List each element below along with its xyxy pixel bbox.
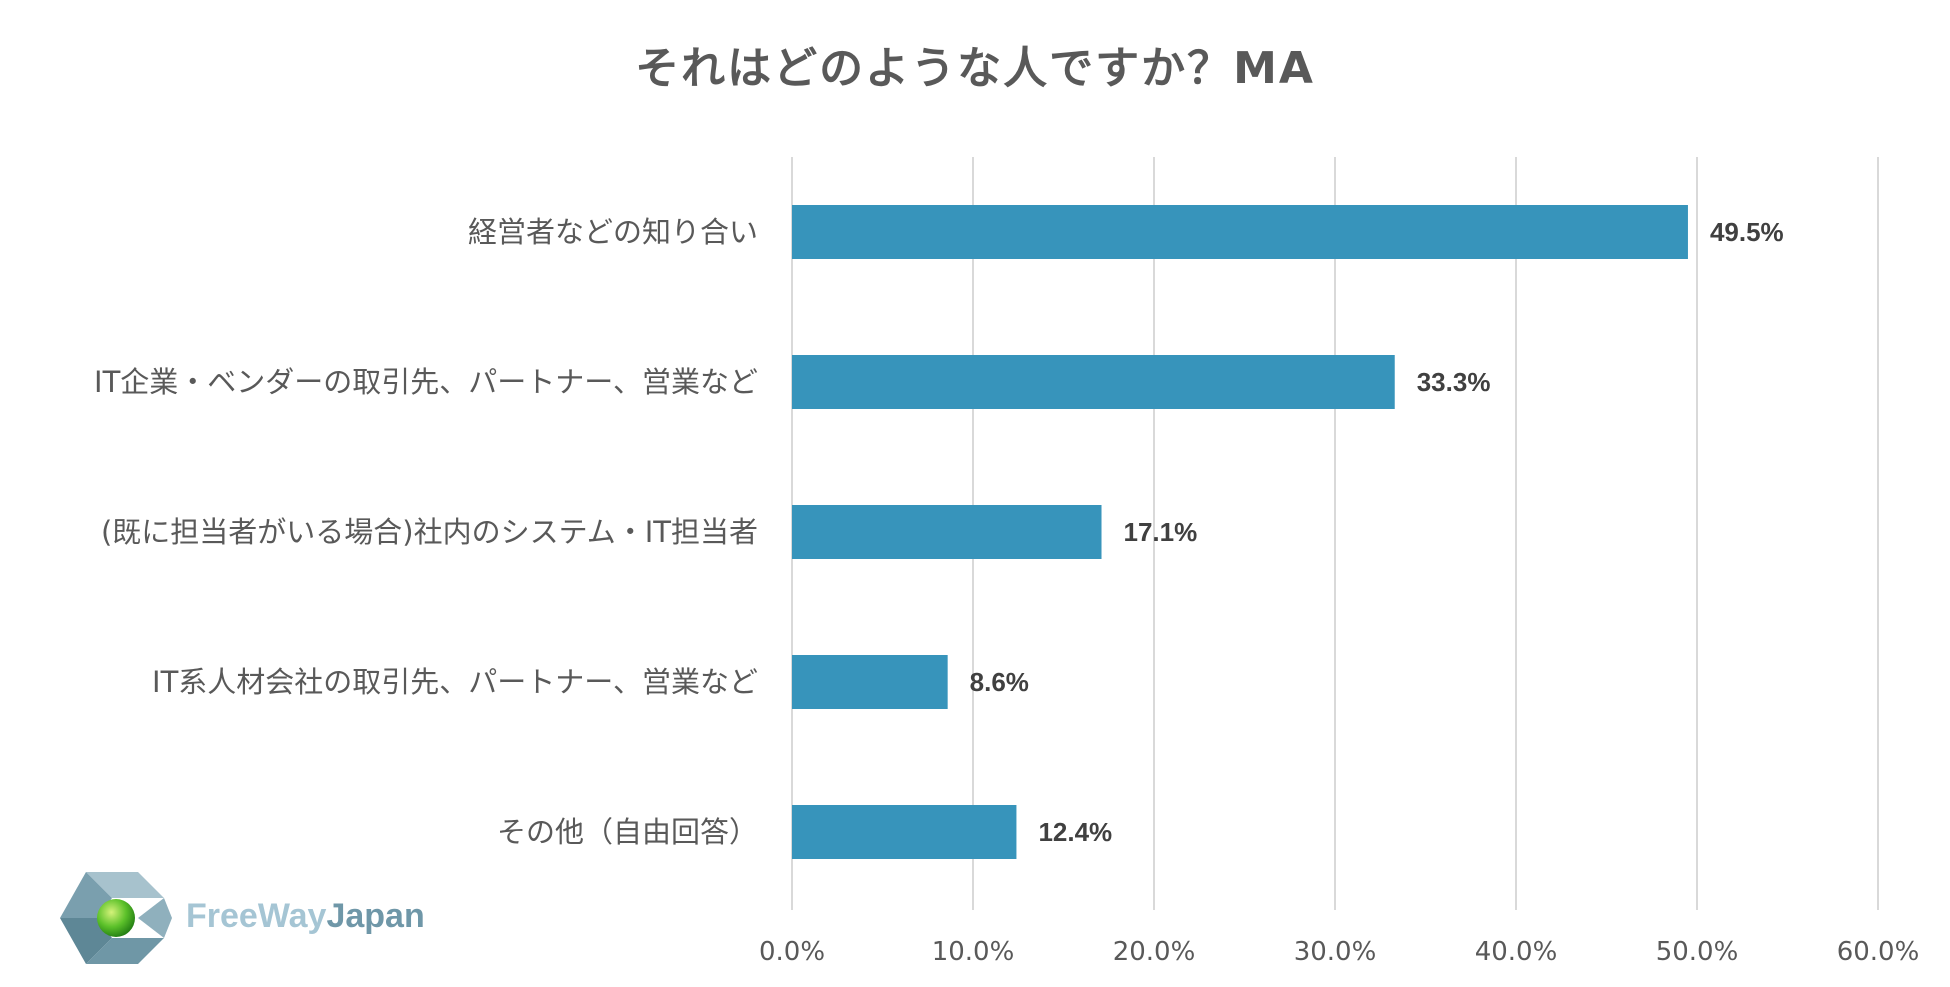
bar <box>792 655 948 709</box>
x-tick-label: 60.0% <box>1837 937 1920 967</box>
category-label: その他（自由回答） <box>497 815 758 849</box>
category-label: 経営者などの知り合い <box>468 215 758 249</box>
x-tick-label: 10.0% <box>932 937 1015 967</box>
bar <box>792 805 1017 859</box>
x-tick-label: 0.0% <box>759 937 825 967</box>
chart-title: それはどのような人ですか？MA <box>635 43 1315 94</box>
x-tick-label: 50.0% <box>1656 937 1739 967</box>
category-label: IT企業・ベンダーの取引先、パートナー、営業など <box>94 365 758 399</box>
data-label: 49.5% <box>1710 217 1784 247</box>
data-label: 33.3% <box>1417 367 1491 397</box>
x-tick-label: 40.0% <box>1475 937 1558 967</box>
logo-text-japan: Japan <box>326 897 425 935</box>
logo-text: FreeWayJapan <box>186 897 425 936</box>
bar <box>792 205 1688 259</box>
data-label: 8.6% <box>970 667 1029 697</box>
freewayjapan-logo-icon <box>60 872 172 964</box>
data-label: 17.1% <box>1124 517 1198 547</box>
category-label: IT系人材会社の取引先、パートナー、営業など <box>152 665 758 699</box>
category-label: (既に担当者がいる場合)社内のシステム・IT担当者 <box>101 515 758 549</box>
x-tick-label: 20.0% <box>1113 937 1196 967</box>
bar <box>792 505 1102 559</box>
logo-text-freeway: FreeWay <box>186 897 327 935</box>
x-tick-label: 30.0% <box>1294 937 1377 967</box>
data-label: 12.4% <box>1038 817 1112 847</box>
bar <box>792 355 1395 409</box>
